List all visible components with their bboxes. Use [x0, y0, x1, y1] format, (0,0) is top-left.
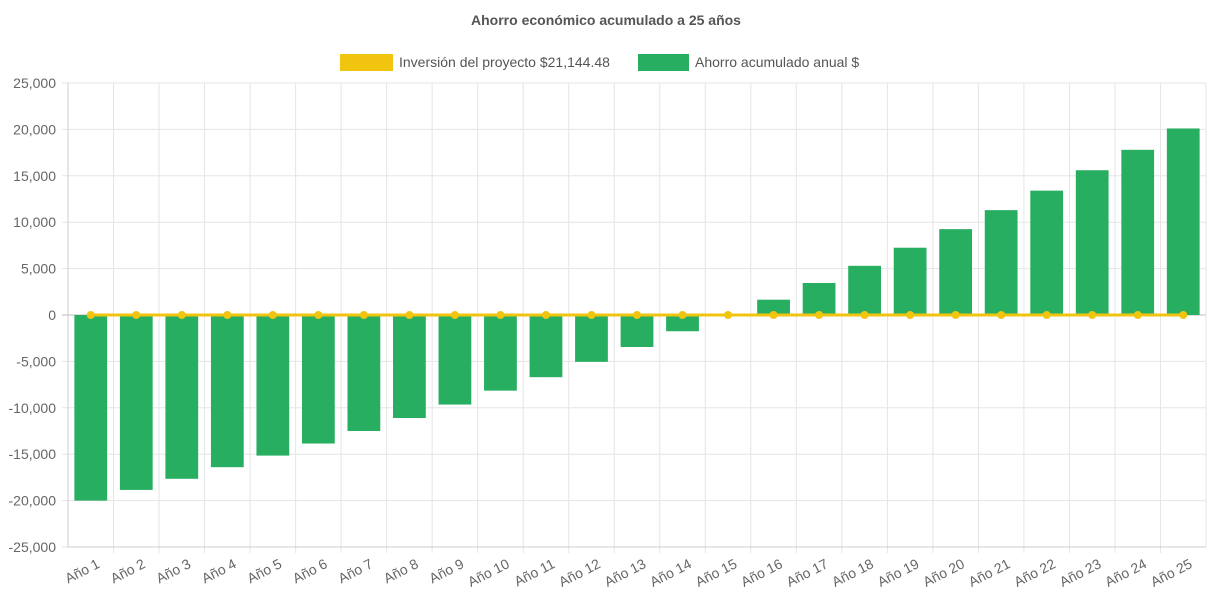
- y-tick-label: -25,000: [9, 539, 57, 555]
- bar: [666, 315, 699, 332]
- bar: [1030, 190, 1064, 315]
- y-tick-label: -5,000: [16, 353, 56, 369]
- line-point: [678, 311, 687, 319]
- bar: [256, 315, 290, 456]
- y-tick-label: 25,000: [13, 75, 56, 91]
- x-tick-label: Año 12: [556, 555, 603, 589]
- y-tick-label: 15,000: [13, 168, 56, 184]
- x-tick-label: Año 4: [199, 555, 239, 586]
- bar: [347, 315, 381, 431]
- x-tick-label: Año 6: [290, 555, 330, 586]
- line-point: [450, 311, 459, 319]
- x-tick-label: Año 22: [1011, 555, 1058, 589]
- line-point: [177, 311, 186, 319]
- bar: [984, 210, 1018, 315]
- bar: [939, 229, 973, 315]
- line-point: [86, 311, 95, 319]
- line-point: [815, 311, 824, 319]
- line-point: [951, 311, 960, 319]
- bar: [1075, 170, 1109, 315]
- line-point: [587, 311, 596, 319]
- y-tick-label: 0: [48, 307, 56, 323]
- x-tick-label: Año 24: [1102, 555, 1149, 589]
- line-point: [860, 311, 869, 319]
- bar: [301, 315, 335, 444]
- y-axis: 25,000 20,000 15,000 10,000 5,000 0 -5,000 -10,…: [9, 75, 57, 555]
- x-tick-label: Año 20: [920, 555, 967, 589]
- x-tick-label: Año 8: [381, 555, 421, 586]
- bar: [802, 282, 836, 315]
- line-point: [314, 311, 323, 319]
- x-tick-label: Año 7: [335, 555, 375, 586]
- y-tick-label: -10,000: [9, 400, 57, 416]
- y-tick-label: -15,000: [9, 446, 57, 462]
- x-tick-label: Año 13: [602, 555, 649, 589]
- bar: [1121, 149, 1155, 315]
- line-point: [223, 311, 232, 319]
- line-point: [268, 311, 277, 319]
- x-tick-label: Año 10: [465, 555, 512, 589]
- x-tick-label: Año 3: [153, 555, 193, 586]
- bar: [119, 315, 153, 490]
- x-tick-label: Año 17: [784, 555, 831, 589]
- bar-series: [74, 128, 1200, 501]
- x-axis: Año 1 Año 2 Año 3 Año 4 Año 5 Año 6 Año 7 Año 8…: [62, 555, 1195, 589]
- y-tick-label: 5,000: [21, 261, 56, 277]
- line-point: [1133, 311, 1142, 319]
- x-tick-label: Año 18: [829, 555, 876, 589]
- bar: [484, 315, 517, 391]
- x-tick-label: Año 23: [1057, 555, 1104, 589]
- y-tick-label: -20,000: [9, 493, 57, 509]
- line-point: [359, 311, 368, 319]
- legend-label-investment[interactable]: Inversión del proyecto $21,144.48: [399, 54, 610, 70]
- bar: [165, 315, 199, 479]
- bar: [393, 315, 426, 419]
- line-point: [1088, 311, 1097, 319]
- bar: [893, 247, 927, 315]
- line-point: [541, 311, 550, 319]
- bar: [757, 299, 790, 315]
- x-tick-label: Año 25: [1148, 555, 1195, 589]
- bar: [74, 315, 108, 501]
- x-tick-label: Año 5: [244, 555, 284, 586]
- bar: [575, 315, 608, 362]
- x-tick-label: Año 1: [62, 555, 102, 586]
- x-tick-label: Año 19: [875, 555, 922, 589]
- x-tick-label: Año 9: [426, 555, 466, 586]
- bar: [620, 315, 654, 348]
- x-tick-label: Año 11: [511, 555, 557, 589]
- x-tick-label: Año 15: [693, 555, 740, 589]
- line-point: [633, 311, 641, 319]
- bar: [848, 265, 881, 315]
- legend-swatch-savings[interactable]: [638, 54, 689, 71]
- x-tick-label: Año 14: [647, 555, 694, 589]
- line-point: [496, 311, 505, 319]
- line-point: [132, 311, 141, 319]
- legend-label-savings[interactable]: Ahorro acumulado anual $: [695, 54, 859, 70]
- line-point: [769, 311, 778, 319]
- y-tick-label: 10,000: [13, 214, 56, 230]
- line-point: [405, 311, 414, 319]
- line-point: [724, 311, 733, 319]
- line-series: [86, 311, 1188, 319]
- legend[interactable]: Inversión del proyecto $21,144.48 Ahorro…: [340, 54, 859, 71]
- bar: [1166, 128, 1200, 315]
- bar: [529, 315, 563, 378]
- line-point: [997, 311, 1006, 319]
- x-tick-label: Año 16: [738, 555, 785, 589]
- y-tick-label: 20,000: [13, 121, 56, 137]
- legend-swatch-investment[interactable]: [340, 54, 393, 71]
- line-point: [1042, 311, 1051, 319]
- line-point: [906, 311, 915, 319]
- x-tick-label: Año 21: [966, 555, 1013, 589]
- x-tick-label: Año 2: [108, 555, 148, 586]
- chart-title: Ahorro económico acumulado a 25 años: [471, 12, 741, 28]
- line-point: [1179, 311, 1188, 319]
- bar: [438, 315, 472, 405]
- bar: [210, 315, 244, 468]
